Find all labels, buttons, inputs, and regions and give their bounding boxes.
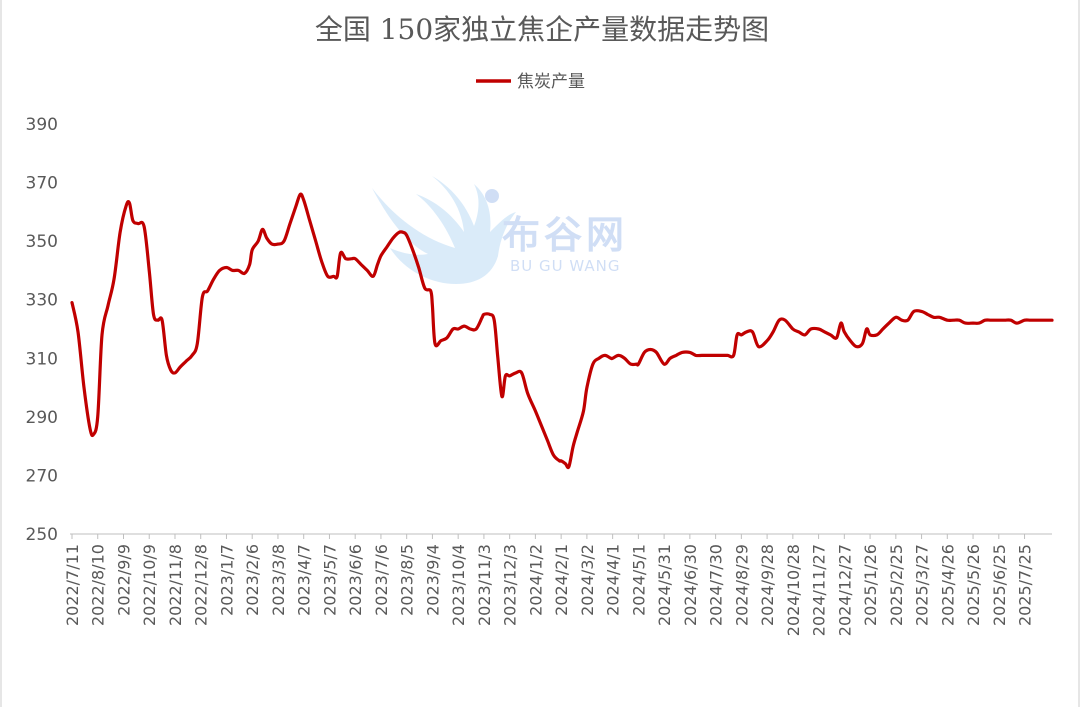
x-tick-label: 2023/9/4 — [423, 544, 442, 616]
x-axis-ticks: 2022/7/11 2022/8/10 2022/9/9 2022/10/9 2022/… — [63, 534, 1035, 636]
x-tick-label: 2025/5/26 — [964, 544, 983, 626]
y-tick-label: 390 — [26, 115, 58, 135]
watermark: 布谷网 BU GU WANG — [372, 176, 628, 284]
x-tick-label: 2023/8/5 — [398, 544, 417, 616]
legend-label: 焦炭产量 — [517, 72, 585, 92]
watermark-brand-cn: 布谷网 — [502, 213, 628, 257]
y-tick-label: 330 — [26, 291, 58, 311]
x-tick-label: 2023/7/6 — [372, 544, 391, 616]
x-tick-label: 2022/9/9 — [114, 544, 133, 616]
y-tick-label: 290 — [26, 408, 58, 428]
y-tick-label: 350 — [26, 232, 58, 252]
x-tick-label: 2022/8/10 — [89, 544, 108, 626]
x-tick-label: 2024/8/29 — [732, 544, 751, 626]
x-tick-label: 2023/4/7 — [295, 544, 314, 616]
x-tick-label: 2023/2/6 — [243, 544, 262, 616]
watermark-brand-en: BU GU WANG — [510, 257, 621, 275]
y-tick-label: 270 — [26, 466, 58, 486]
x-tick-label: 2024/3/2 — [578, 544, 597, 616]
y-tick-label: 370 — [26, 174, 58, 194]
x-tick-label: 2024/6/30 — [681, 544, 700, 626]
x-tick-label: 2025/6/25 — [990, 544, 1009, 626]
x-tick-label: 2023/11/3 — [475, 544, 494, 626]
x-tick-label: 2024/5/31 — [655, 544, 674, 626]
x-tick-label: 2024/9/28 — [758, 544, 777, 626]
x-tick-label: 2024/2/1 — [552, 544, 571, 616]
x-tick-label: 2023/1/7 — [217, 544, 236, 616]
series-line-焦炭产量 — [70, 192, 1054, 470]
x-tick-label: 2024/1/2 — [526, 544, 545, 616]
x-tick-label: 2024/4/1 — [604, 544, 623, 616]
x-tick-label: 2025/1/26 — [861, 544, 880, 626]
x-tick-label: 2025/3/27 — [913, 544, 932, 626]
x-tick-label: 2025/2/25 — [887, 544, 906, 626]
x-tick-label: 2022/11/8 — [166, 544, 185, 626]
x-tick-label: 2024/7/30 — [707, 544, 726, 626]
x-tick-label: 2023/6/6 — [346, 544, 365, 616]
y-axis-ticks: 250 270 290 310 330 350 370 390 — [26, 115, 58, 545]
watermark-bird-icon — [372, 176, 516, 284]
x-tick-label: 2025/4/26 — [938, 544, 957, 626]
x-tick-label: 2023/3/8 — [269, 544, 288, 616]
x-tick-label: 2024/11/27 — [810, 544, 829, 636]
y-tick-label: 250 — [26, 525, 58, 545]
x-tick-label: 2022/12/8 — [192, 544, 211, 626]
frame-left-edge — [0, 0, 2, 707]
x-tick-label: 2023/10/4 — [449, 544, 468, 626]
x-tick-label: 2022/10/9 — [140, 544, 159, 626]
x-tick-label: 2023/12/3 — [501, 544, 520, 626]
x-tick-label: 2024/10/28 — [784, 544, 803, 636]
frame-right-edge — [1078, 0, 1080, 707]
chart-title: 全国 150家独立焦企产量数据走势图 — [315, 13, 769, 46]
y-tick-label: 310 — [26, 349, 58, 369]
x-tick-label: 2022/7/11 — [63, 544, 82, 626]
x-tick-label: 2024/12/27 — [835, 544, 854, 636]
legend: 焦炭产量 — [476, 72, 585, 92]
x-tick-label: 2024/5/1 — [629, 544, 648, 616]
x-tick-label: 2023/5/7 — [320, 544, 339, 616]
x-tick-label: 2025/7/25 — [1016, 544, 1035, 626]
